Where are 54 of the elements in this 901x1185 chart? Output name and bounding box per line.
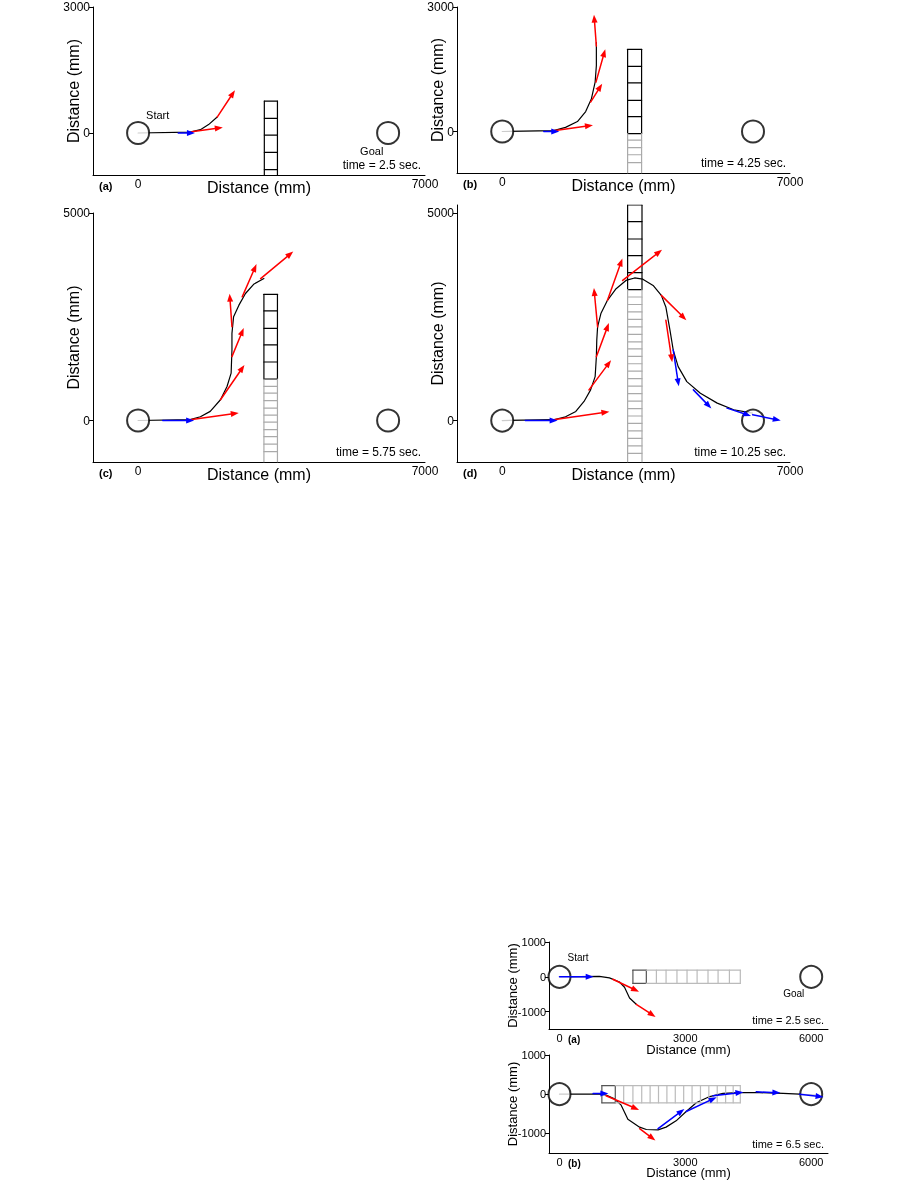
annotation: Goal — [360, 144, 384, 157]
y-tick-label: 1000 — [521, 1049, 546, 1061]
text: (a) — [99, 179, 113, 192]
y-tick-label: 0 — [447, 124, 455, 139]
y-axis-title: Distance (mm) — [505, 1061, 520, 1147]
y-tick-label: 0 — [447, 413, 455, 428]
x-tick-label: 7000 — [411, 464, 439, 478]
x-tick-label: 0 — [498, 175, 506, 189]
x-axis-title: Distance (mm) — [646, 1165, 731, 1180]
x-tick-label: 3000 — [673, 1155, 698, 1168]
y-tick-label: 0 — [83, 413, 91, 428]
x-axis-title: Distance (mm) — [571, 465, 676, 483]
x-tick-label: 0 — [134, 177, 142, 191]
annotation: Start — [567, 952, 589, 964]
annotation: Start — [146, 108, 170, 121]
y-tick-label: 3000 — [427, 0, 455, 14]
y-tick-label: 3000 — [63, 0, 91, 14]
y-tick-label: -1000 — [517, 1005, 546, 1018]
x-tick-label: 0 — [556, 1031, 563, 1044]
y-tick-label: -1000 — [517, 1127, 546, 1140]
x-axis-title: Distance (mm) — [646, 1042, 731, 1057]
y-axis-title: Distance (mm) — [428, 281, 446, 386]
x-tick-label: 7000 — [776, 464, 804, 478]
x-axis-title: Distance (mm) — [571, 176, 676, 194]
x-tick-label: 7000 — [411, 177, 439, 191]
annotation: time = 4.25 sec. — [700, 156, 786, 170]
annotation: time = 2.5 sec. — [342, 158, 421, 172]
text: (d) — [463, 466, 478, 479]
text: (b) — [463, 177, 478, 190]
x-tick-label: 7000 — [776, 175, 804, 189]
annotation: Goal — [783, 988, 805, 1000]
y-tick-label: 5000 — [427, 206, 455, 221]
x-tick-label: 3000 — [673, 1031, 698, 1044]
annotation: time = 6.5 sec. — [752, 1137, 824, 1150]
text: (c) — [99, 466, 113, 479]
x-tick-label: 6000 — [798, 1155, 824, 1168]
x-tick-label: 0 — [556, 1155, 563, 1168]
y-axis-title: Distance (mm) — [428, 37, 446, 143]
x-tick-label: 0 — [134, 464, 142, 478]
annotation: time = 10.25 sec. — [694, 445, 786, 459]
x-tick-label: 0 — [498, 464, 506, 478]
y-tick-label: 1000 — [521, 936, 546, 948]
y-axis-title: Distance (mm) — [505, 943, 520, 1028]
text: (b) — [568, 1157, 581, 1169]
x-axis-title: Distance (mm) — [206, 465, 312, 483]
text: (a) — [568, 1033, 581, 1045]
annotation: time = 2.5 sec. — [752, 1013, 824, 1026]
y-axis-title: Distance (mm) — [64, 38, 82, 144]
x-tick-label: 6000 — [798, 1031, 824, 1044]
annotation: time = 5.75 sec. — [335, 445, 421, 459]
x-axis-title: Distance (mm) — [206, 178, 312, 196]
y-axis-title: Distance (mm) — [64, 285, 82, 390]
y-tick-label: 5000 — [63, 206, 91, 220]
y-tick-label: 0 — [83, 126, 91, 140]
